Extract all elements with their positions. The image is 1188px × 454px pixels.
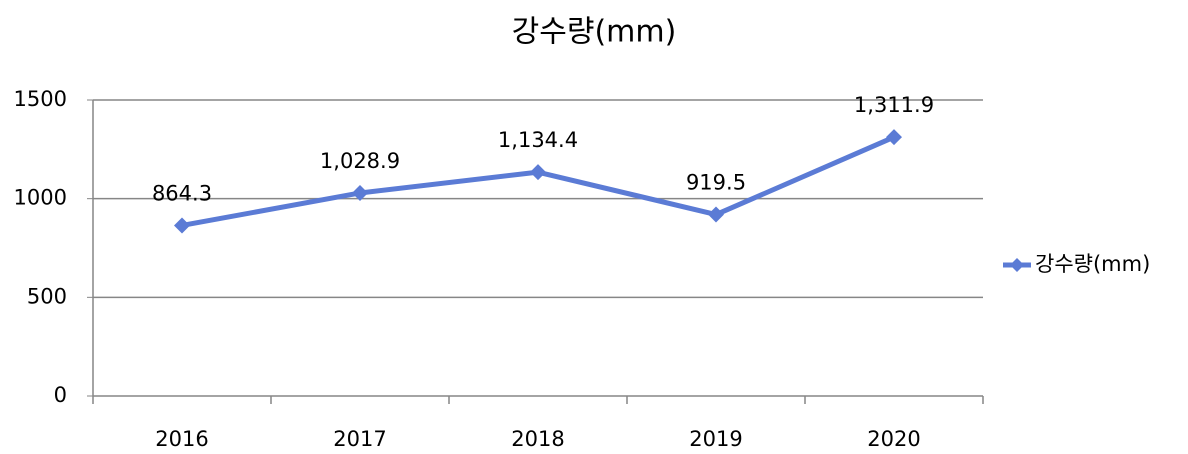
x-tick-label: 2019 (689, 427, 742, 451)
marker (530, 164, 546, 181)
chart-title: 강수량(mm) (512, 15, 677, 50)
marker (352, 184, 368, 201)
marker (708, 206, 724, 223)
marker (886, 129, 902, 146)
data-label: 919.5 (686, 171, 746, 195)
data-label: 1,134.4 (498, 128, 578, 152)
y-tick-label: 1000 (14, 186, 67, 210)
data-label: 1,311.9 (854, 93, 934, 117)
x-tick-label: 2017 (333, 427, 386, 451)
legend-label: 강수량(mm) (1035, 252, 1150, 276)
y-tick-label: 0 (54, 383, 67, 407)
y-tick-label: 1500 (14, 87, 67, 111)
marker (174, 217, 190, 234)
x-tick-label: 2018 (511, 427, 564, 451)
data-label: 864.3 (152, 181, 212, 205)
y-tick-label: 500 (27, 284, 67, 308)
legend-marker (1010, 258, 1024, 272)
x-tick-label: 2020 (867, 427, 920, 451)
x-tick-label: 2016 (155, 427, 208, 451)
data-label: 1,028.9 (320, 149, 400, 173)
